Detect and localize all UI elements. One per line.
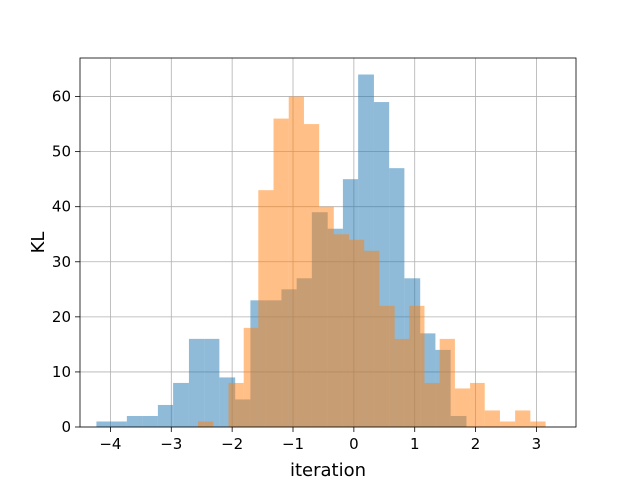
y-tick-label: 40	[52, 198, 71, 216]
histogram-bar	[273, 118, 289, 427]
histogram-bar	[348, 239, 365, 427]
histogram-bar	[303, 124, 320, 428]
histogram-bar	[364, 250, 380, 427]
histogram-bar	[126, 415, 143, 427]
histogram-bar	[173, 382, 189, 427]
histogram-bar	[515, 410, 531, 427]
x-axis-label: iteration	[290, 460, 366, 480]
y-tick-label: 0	[61, 418, 71, 436]
histogram-bar	[157, 404, 174, 427]
histogram-bar	[228, 382, 244, 427]
histogram-bar	[319, 206, 334, 427]
x-tick-label: 0	[349, 435, 359, 453]
x-tick-label: 3	[532, 435, 542, 453]
histogram-bar	[204, 338, 220, 427]
histogram-bar	[470, 382, 485, 427]
y-tick-label: 30	[52, 253, 71, 271]
histogram-bar	[333, 234, 349, 427]
histogram-bar	[379, 305, 395, 427]
histogram-bar	[96, 421, 112, 427]
histogram-bar	[243, 327, 259, 427]
y-tick-label: 20	[52, 308, 71, 326]
histogram-bar	[188, 338, 205, 427]
histogram-bar	[499, 421, 516, 427]
histogram-bar	[439, 338, 455, 427]
x-tick-label: 2	[471, 435, 481, 453]
x-tick-label: 1	[410, 435, 420, 453]
histogram-bar	[454, 388, 471, 427]
histogram-bar	[142, 415, 158, 427]
y-tick-label: 60	[52, 88, 71, 106]
histogram-bar	[394, 338, 410, 427]
histogram-bar	[111, 421, 127, 427]
histogram-bar	[198, 421, 214, 427]
histogram-bar	[409, 305, 425, 427]
y-tick-label: 50	[52, 143, 71, 161]
plot-frame	[79, 57, 577, 428]
histogram-bar	[484, 410, 500, 427]
y-tick-label: 10	[52, 363, 71, 381]
x-tick-label: −1	[282, 435, 304, 453]
histogram-bar	[258, 190, 274, 427]
x-tick-label: −2	[221, 435, 243, 453]
histogram-bar	[424, 382, 440, 427]
histogram-bar	[530, 421, 546, 427]
x-tick-label: −4	[99, 435, 121, 453]
y-axis-label: KL	[28, 232, 49, 254]
histogram-bar	[288, 96, 304, 427]
x-tick-label: −3	[160, 435, 182, 453]
histogram-bars	[96, 74, 546, 428]
histogram-series-2	[198, 96, 546, 428]
